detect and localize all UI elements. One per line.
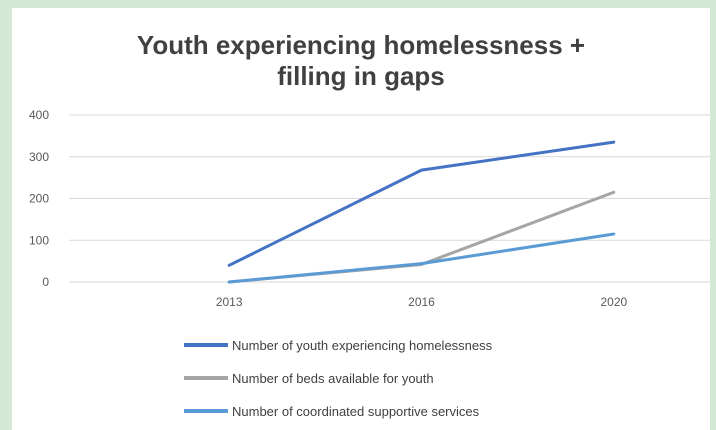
series-line-0 [227,140,616,267]
series-line-2 [227,232,616,284]
legend-item-beds: Number of beds available for youth [184,368,434,388]
chart-card: Youth experiencing homelessness + fillin… [12,8,710,430]
y-tick-label-400: 400 [29,108,49,122]
y-tick-label-0: 0 [42,275,49,289]
legend-label-beds: Number of beds available for youth [232,370,434,386]
y-tick-label-100: 100 [29,233,49,247]
legend-label-services: Number of coordinated supportive service… [232,403,480,419]
legend-swatch-services [184,409,228,413]
chart-title: Youth experiencing homelessness + fillin… [12,30,710,92]
legend-item-youth: Number of youth experiencing homelessnes… [184,335,492,355]
chart-title-line-1: Youth experiencing homelessness + [136,30,586,60]
chart-title-line-2: filling in gaps [277,61,445,91]
legend-item-services: Number of coordinated supportive service… [184,401,479,421]
legend-label-youth: Number of youth experiencing homelessnes… [232,337,493,353]
x-tick-label-2013: 2013 [216,295,243,309]
legend-swatch-youth [184,343,228,347]
x-tick-label-2020: 2020 [600,295,627,309]
line-chart: 0 100 200 300 400 2013 2016 2020 [29,108,710,309]
legend-swatch-beds [184,376,228,380]
y-tick-label-300: 300 [29,150,49,164]
y-tick-label-200: 200 [29,192,49,206]
x-tick-label-2016: 2016 [408,295,435,309]
